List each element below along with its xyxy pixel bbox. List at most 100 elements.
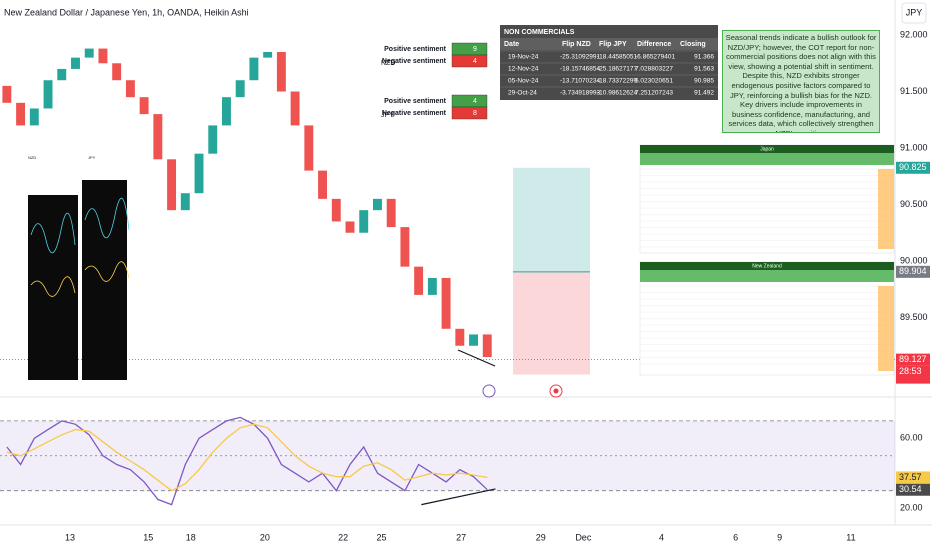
- macro-header: [640, 153, 894, 165]
- candle-body: [57, 68, 67, 81]
- cot-head-cell: Difference: [637, 41, 671, 48]
- price-label-box: [896, 265, 930, 278]
- rsi-trendline: [421, 488, 496, 506]
- x-tick-label: 6: [733, 532, 738, 542]
- candle-body: [71, 57, 80, 69]
- candle-body: [345, 221, 355, 233]
- cot-head-cell: Closing: [680, 41, 706, 48]
- value-label-box: [896, 483, 930, 496]
- cot-cell: -25.18627177: [597, 66, 638, 73]
- sentiment-box: [451, 42, 488, 56]
- x-tick-label: 29: [536, 532, 546, 542]
- candle-body: [43, 80, 53, 109]
- candle-body: [16, 102, 26, 126]
- candle-body: [359, 210, 369, 233]
- x-tick-label: 27: [456, 532, 466, 542]
- macro-title-bar: [640, 145, 894, 153]
- cot-cell: -6.865279401: [635, 54, 676, 61]
- macro-title: New Zealand: [752, 263, 782, 269]
- cot-cell: 90.985: [694, 78, 714, 85]
- currency[interactable]: JPY: [906, 7, 923, 17]
- rsi-line: [6, 423, 488, 492]
- value-label: 30.54: [899, 484, 922, 494]
- candle-body: [414, 266, 424, 295]
- y-tick-label: 91.500: [900, 86, 928, 96]
- sentiment-value: 4: [473, 58, 477, 65]
- inset-line: [84, 261, 130, 282]
- candle-body: [331, 198, 341, 222]
- sentiment-currency: JPY: [381, 112, 394, 119]
- x-tick-label: 9: [777, 532, 782, 542]
- price-label-box: [896, 353, 930, 366]
- cot-table: [500, 25, 718, 100]
- cot-cell: 91.563: [694, 66, 714, 73]
- x-tick-label: 15: [143, 532, 153, 542]
- y-tick-label: 91.000: [900, 142, 928, 152]
- inset-chart: [82, 180, 127, 380]
- candle-body: [318, 170, 328, 199]
- sentiment-value: 8: [473, 110, 477, 117]
- macro-title-bar: [640, 262, 894, 270]
- candle-body: [84, 48, 94, 58]
- sentiment-label: Positive sentiment: [384, 46, 447, 53]
- cot-title: NON COMMERCIALS: [504, 29, 575, 36]
- macro-total-col: [878, 286, 894, 371]
- currency-button[interactable]: [901, 2, 927, 24]
- candle-body: [290, 91, 300, 126]
- candle-body: [222, 97, 231, 126]
- cot-cell: -25.31092991: [560, 54, 601, 61]
- record-dot: [553, 388, 559, 394]
- candle-body: [98, 48, 108, 64]
- cot-cell: -13.71070234: [560, 78, 601, 85]
- candle-body: [469, 334, 478, 346]
- inset-label: NZD: [28, 155, 36, 160]
- macro-header: [640, 270, 894, 282]
- price-label: 90.825: [899, 162, 927, 172]
- candle-body: [139, 97, 149, 115]
- x-tick-label: 18: [186, 532, 196, 542]
- x-tick-label: 22: [338, 532, 348, 542]
- cot-cell: 19-Nov-24: [508, 54, 539, 61]
- candle-body: [29, 108, 39, 126]
- candle-body: [2, 85, 12, 103]
- value-label-box: [896, 471, 930, 484]
- macro-title: Japan: [760, 146, 774, 152]
- price-label-box: [896, 161, 930, 174]
- candle-body: [208, 125, 218, 154]
- cot-cell: 91.366: [694, 54, 714, 61]
- candle-body: [112, 63, 122, 81]
- candle-body: [180, 193, 190, 211]
- cot-cell: 7.028803227: [635, 66, 673, 73]
- sentiment-label: Positive sentiment: [384, 98, 447, 105]
- countdown: 28:53: [899, 366, 922, 376]
- cot-head-cell: Flip NZD: [562, 41, 591, 48]
- candle-body: [386, 198, 396, 228]
- cot-head-cell: Date: [504, 41, 519, 48]
- candle-body: [482, 334, 492, 358]
- cot-cell: -3.734918993: [560, 90, 601, 97]
- analysis-note: Seasonal trends indicate a bullish outlo…: [722, 30, 880, 133]
- candle-body: [400, 227, 410, 267]
- inset-line: [30, 212, 76, 254]
- candle-body: [427, 277, 437, 295]
- x-tick-label: Dec: [575, 532, 592, 542]
- sentiment-box: [451, 94, 488, 108]
- x-tick-label: 11: [846, 532, 855, 542]
- x-tick-label: 4: [659, 532, 664, 542]
- sentiment-label: Negative sentiment: [382, 58, 447, 65]
- cot-cell: 12-Nov-24: [508, 66, 539, 73]
- y-tick-label: 60.00: [900, 433, 923, 443]
- candle-body: [167, 159, 177, 211]
- cot-cell: 05-Nov-24: [508, 78, 539, 85]
- macro-total-col: [878, 169, 894, 249]
- cot-header: [500, 38, 718, 50]
- alert-icon: [482, 384, 496, 398]
- candle-body: [276, 51, 286, 92]
- inset-label: JPY: [88, 155, 96, 160]
- candle-body: [194, 153, 204, 194]
- rsi-line: [6, 416, 488, 506]
- target-zone: [513, 167, 590, 272]
- x-tick-label: 13: [65, 532, 75, 542]
- candle-body: [153, 114, 163, 160]
- cot-cell: 29-Oct-24: [508, 90, 537, 97]
